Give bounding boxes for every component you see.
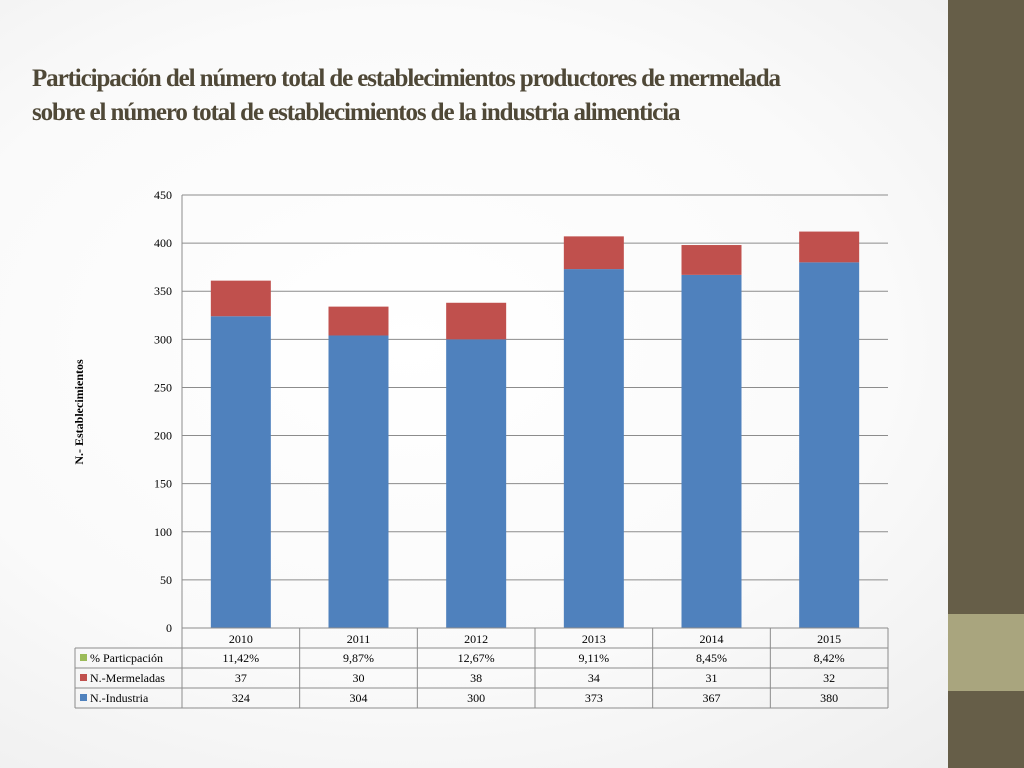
y-axis-title: N.- Establecimientos xyxy=(72,359,86,465)
table-cell: 300 xyxy=(467,691,485,705)
gridlines xyxy=(181,194,888,629)
table-cell: 37 xyxy=(235,671,247,685)
y-tick-label: 150 xyxy=(154,477,172,491)
legend-label: % Particpación xyxy=(90,651,163,665)
legend-label: N.-Mermeladas xyxy=(90,671,165,685)
bar-industria xyxy=(563,269,624,628)
bar-industria xyxy=(446,339,507,628)
table-cell: 367 xyxy=(703,691,721,705)
legend-key xyxy=(80,674,87,681)
table-category-label: 2011 xyxy=(347,632,371,646)
y-tick-label: 250 xyxy=(154,380,172,394)
table-category-label: 2012 xyxy=(464,632,488,646)
table-cell: 8,42% xyxy=(814,651,845,665)
table-cell: 38 xyxy=(470,671,482,685)
bar-mermeladas xyxy=(799,231,860,263)
y-tick-label: 0 xyxy=(166,621,172,635)
slide-title-line-1: Participación del número total de establ… xyxy=(32,65,781,92)
bar-industria xyxy=(210,316,271,628)
y-tick-label: 200 xyxy=(154,429,172,443)
y-tick-label: 350 xyxy=(154,284,172,298)
y-tick-label: 300 xyxy=(154,332,172,346)
bar-mermeladas xyxy=(563,236,624,270)
y-tick-label: 400 xyxy=(154,236,172,250)
table-category-label: 2014 xyxy=(700,632,724,646)
table-cell: 34 xyxy=(588,671,600,685)
slide-title-line-2: sobre el número total de establecimiento… xyxy=(32,99,681,126)
table-category-label: 2015 xyxy=(817,632,841,646)
table-cell: 373 xyxy=(585,691,603,705)
legend-key xyxy=(80,694,87,701)
bar-mermeladas xyxy=(210,280,271,317)
table-category-label: 2013 xyxy=(582,632,606,646)
bar-industria xyxy=(328,335,389,628)
table-cell: 9,11% xyxy=(579,651,610,665)
y-tick-label: 100 xyxy=(154,525,172,539)
y-tick-label: 50 xyxy=(160,573,172,587)
data-table: 2010 2011 2012 2013 2014 2015 % Particpación 11… xyxy=(74,627,889,709)
sidebar-accent-block xyxy=(948,614,1024,691)
bar-industria xyxy=(799,262,860,628)
table-category-label: 2010 xyxy=(229,632,253,646)
table-cell: 11,42% xyxy=(223,651,260,665)
bar-mermeladas xyxy=(446,302,507,340)
table-cell: 12,67% xyxy=(458,651,495,665)
legend-key xyxy=(80,654,87,661)
y-axis-tick-labels: 0 50 100 150 200 250 300 350 400 450 xyxy=(154,188,172,635)
table-cell: 8,45% xyxy=(696,651,727,665)
bars xyxy=(210,231,860,628)
slide-title: Participación del número total de establ… xyxy=(32,62,932,130)
table-cell: 32 xyxy=(823,671,835,685)
legend-label: N.-Industria xyxy=(90,691,149,705)
table-cell: 324 xyxy=(232,691,250,705)
bar-industria xyxy=(681,274,742,628)
y-tick-label: 450 xyxy=(154,188,172,202)
bar-mermeladas xyxy=(328,306,389,336)
table-cell: 380 xyxy=(820,691,838,705)
table-cell: 30 xyxy=(353,671,365,685)
table-cell: 304 xyxy=(350,691,368,705)
table-cell: 9,87% xyxy=(343,651,374,665)
bar-mermeladas xyxy=(681,245,742,275)
stacked-bar-chart: 0 50 100 150 200 250 300 350 400 450 2010 2011 2012… xyxy=(72,188,889,709)
table-cell: 31 xyxy=(706,671,718,685)
